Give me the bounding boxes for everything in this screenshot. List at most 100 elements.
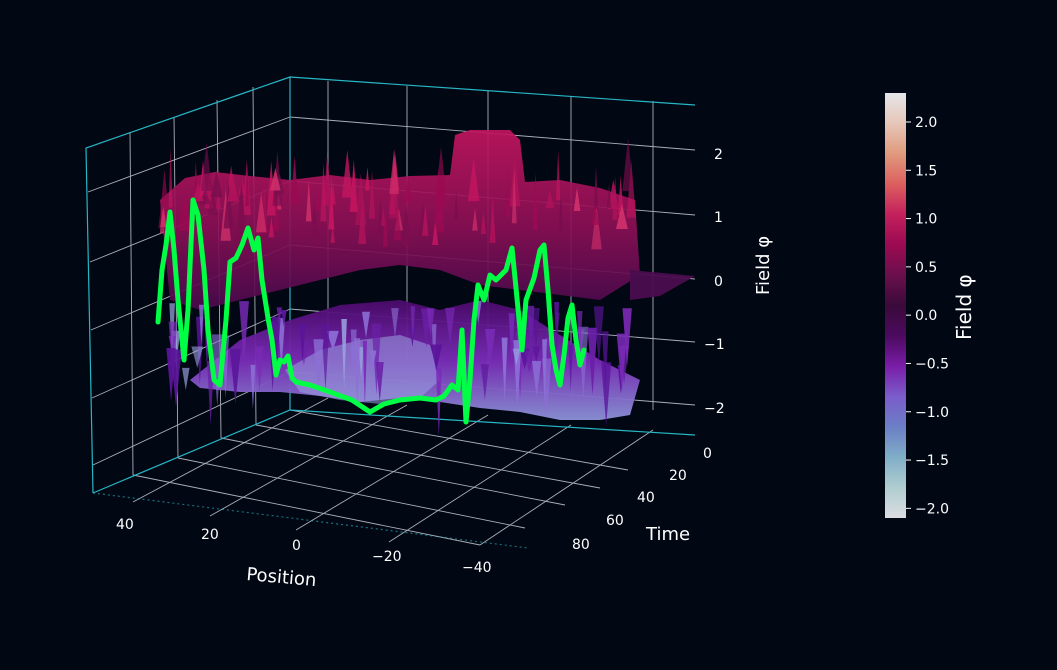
surface-spike [207, 190, 219, 216]
surface-spike [309, 202, 320, 246]
surface-spike [601, 362, 612, 426]
x-tick-label: 40 [116, 517, 134, 533]
y-tick-label: 60 [606, 513, 624, 529]
surface-spike [341, 149, 353, 198]
surface-spike [271, 316, 281, 376]
grid-line [289, 409, 629, 471]
surface-spike [229, 348, 241, 404]
surface-spike [380, 206, 386, 226]
colorbar-tick-label: 1.0 [915, 212, 937, 228]
grid-line [479, 429, 654, 546]
surface-spike [532, 346, 541, 362]
surface-spike [273, 191, 280, 231]
colorbar-tick-label: 0.5 [915, 260, 937, 276]
grid-line [91, 308, 291, 399]
y-axis-ticks: 0 20 40 60 80 [572, 446, 712, 553]
surface-spike [508, 313, 515, 368]
grid-line [255, 424, 601, 489]
surface-spike [558, 193, 564, 233]
surface-spike [622, 137, 634, 192]
surface-spike [320, 162, 327, 222]
surface-spike [472, 208, 478, 231]
surface-spike [542, 339, 547, 412]
surface-spike [410, 306, 416, 343]
surface-spike [349, 159, 358, 212]
grid-line [132, 397, 329, 503]
surface-spike [389, 148, 399, 194]
surface-spike [432, 221, 439, 245]
surface-spike [612, 176, 618, 221]
grid-line [388, 424, 572, 543]
surface-spike [227, 173, 239, 202]
z-tick-label: 0 [714, 274, 723, 290]
pane-edge-back [289, 76, 696, 106]
z-axis-label: Field φ [753, 236, 774, 295]
colorbar-tick-label: −1.0 [915, 405, 949, 421]
grid-line [209, 404, 408, 517]
z-tick-label: 2 [714, 147, 723, 163]
colorbar: 2.0 1.5 1.0 0.5 0.0 −0.5 −1.0 −1.5 −2.0 Field φ [885, 93, 976, 518]
surface-spike [281, 309, 287, 327]
surface-spike [375, 362, 384, 402]
surface-spike [593, 306, 604, 366]
surface-spike [354, 338, 361, 407]
grid-line [132, 474, 481, 546]
surface-spike [361, 311, 371, 338]
surface-spike [511, 167, 517, 224]
surface-spike [314, 190, 322, 210]
surface-spike [545, 190, 555, 209]
surface-spike [201, 142, 213, 191]
grid-line [87, 116, 291, 193]
surface-spike [382, 197, 388, 248]
surface-spike [587, 327, 598, 396]
surface-spike [409, 326, 415, 348]
surface-spike [591, 205, 602, 250]
surface-spike [250, 364, 256, 409]
surface-spike [573, 187, 581, 212]
surface-spike [268, 216, 275, 238]
surface-spikes [158, 137, 636, 437]
surface-spike [430, 344, 443, 371]
z-axis-ticks: 2 1 0 −1 −2 [704, 147, 725, 417]
surface-spike [223, 181, 234, 229]
x-axis-ticks: 40 20 0 −20 −40 [116, 517, 492, 576]
surface-spike [391, 308, 399, 338]
y-tick-label: 20 [669, 468, 687, 484]
surface-spike [215, 191, 222, 209]
surface-spike [480, 364, 489, 401]
surface-spike [255, 192, 267, 233]
surface-spike [527, 305, 535, 370]
surface-spike [505, 168, 511, 218]
surface-spike [299, 323, 306, 363]
colorbar-tick-label: −1.5 [915, 453, 949, 469]
surface-spike [615, 203, 628, 229]
surface-spike [434, 167, 442, 223]
colorbar-label: Field φ [952, 274, 976, 340]
surface-spike [435, 367, 442, 437]
surface-spike [422, 205, 429, 236]
surface-spike [239, 301, 249, 364]
surface-spike [577, 310, 583, 361]
surface-spike [509, 156, 521, 207]
surface-spike [355, 173, 367, 225]
x-axis-label: Position [246, 564, 318, 591]
surface-spike [178, 186, 191, 231]
surface-spike [305, 180, 312, 222]
colorbar-tick-label: −2.0 [915, 501, 949, 517]
x-tick-label: −20 [372, 549, 402, 565]
surface-spike [454, 191, 459, 220]
surface-spike [512, 348, 521, 366]
surface-spike [290, 155, 299, 204]
surface-spike [369, 350, 377, 369]
surface-spike [377, 198, 384, 244]
pane-edge-front [92, 492, 529, 549]
surface-spike [326, 330, 339, 352]
colorbar-tick-label: 0.0 [915, 308, 937, 324]
colorbar-tick-label: 1.5 [915, 163, 937, 179]
grid-line [295, 414, 489, 531]
x-tick-label: −40 [462, 560, 492, 576]
surface-spike [160, 206, 167, 228]
surface-spike [323, 151, 332, 206]
surface-spike [426, 308, 435, 339]
